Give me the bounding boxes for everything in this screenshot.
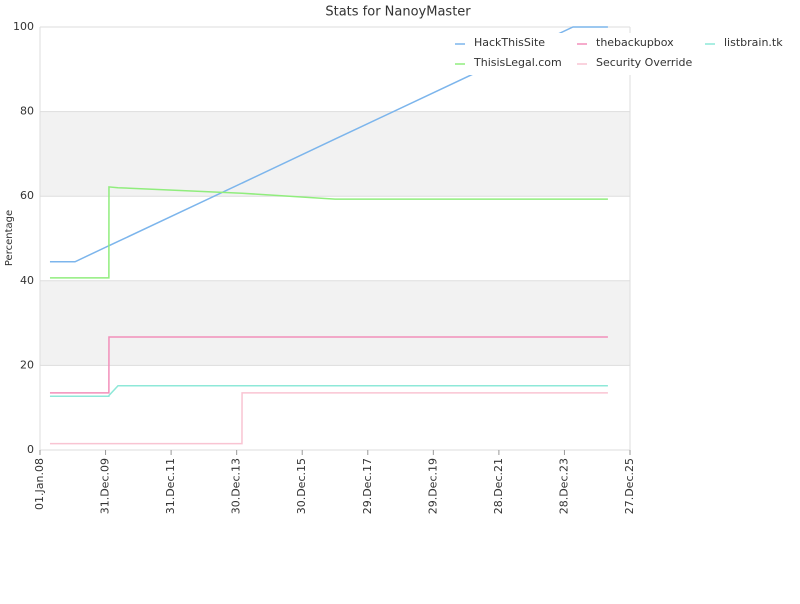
line-series (49, 336, 608, 394)
legend-label: listbrain.tk (724, 36, 783, 49)
x-tick-label: 27.Dec.25 (623, 458, 636, 514)
y-axis-label: Percentage (4, 210, 15, 266)
x-tick-label: 31.Dec.09 (99, 458, 112, 514)
line-series (49, 392, 608, 445)
x-tick-label: 28.Dec.23 (557, 458, 570, 514)
y-tick-label: 100 (13, 20, 34, 33)
line-series (49, 186, 608, 279)
line-series (49, 384, 608, 398)
legend-label: ThisisLegal.com (473, 56, 562, 69)
grid-band (40, 280, 630, 366)
x-tick-label: 30.Dec.13 (230, 458, 243, 514)
x-tick-label: 29.Dec.19 (426, 458, 439, 514)
x-tick-label: 01.Jan.08 (33, 458, 46, 510)
y-tick-label: 80 (20, 105, 34, 118)
line-series (49, 26, 608, 263)
y-tick-label: 60 (20, 189, 34, 202)
y-tick-label: 0 (27, 443, 34, 456)
x-tick-label: 30.Dec.15 (295, 458, 308, 514)
legend-label: HackThisSite (474, 36, 545, 49)
x-tick-label: 28.Dec.21 (492, 458, 505, 514)
x-tick-label: 31.Dec.11 (164, 458, 177, 514)
x-tick-label: 29.Dec.17 (361, 458, 374, 514)
y-tick-label: 20 (20, 358, 34, 371)
grid-band (40, 111, 630, 197)
legend-background (445, 33, 795, 75)
legend-label: thebackupbox (596, 36, 674, 49)
y-tick-label: 40 (20, 274, 34, 287)
chart-title: Stats for NanoyMaster (325, 5, 471, 20)
legend-label: Security Override (596, 56, 692, 69)
